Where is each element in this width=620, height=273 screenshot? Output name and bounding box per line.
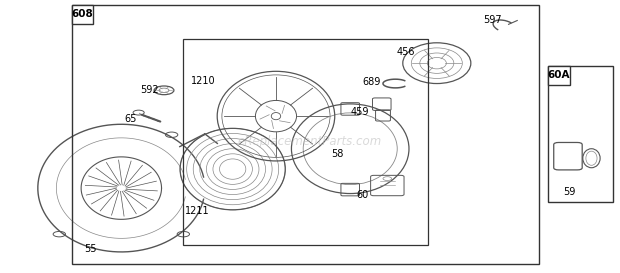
Text: 60: 60 xyxy=(356,190,369,200)
Text: eReplacementParts.com: eReplacementParts.com xyxy=(238,135,382,149)
Text: 689: 689 xyxy=(363,77,381,87)
Text: 1210: 1210 xyxy=(191,76,216,86)
Text: 55: 55 xyxy=(84,244,97,254)
Text: 592: 592 xyxy=(140,85,159,95)
Text: 459: 459 xyxy=(350,107,369,117)
Text: 608: 608 xyxy=(72,9,94,19)
Text: 597: 597 xyxy=(483,15,502,25)
Text: 60A: 60A xyxy=(547,70,570,80)
FancyBboxPatch shape xyxy=(548,66,570,85)
FancyBboxPatch shape xyxy=(72,5,94,24)
Text: 59: 59 xyxy=(564,187,576,197)
Text: 1211: 1211 xyxy=(185,206,210,216)
Text: 65: 65 xyxy=(125,114,137,124)
Text: 456: 456 xyxy=(397,47,415,57)
Text: 58: 58 xyxy=(332,149,344,159)
